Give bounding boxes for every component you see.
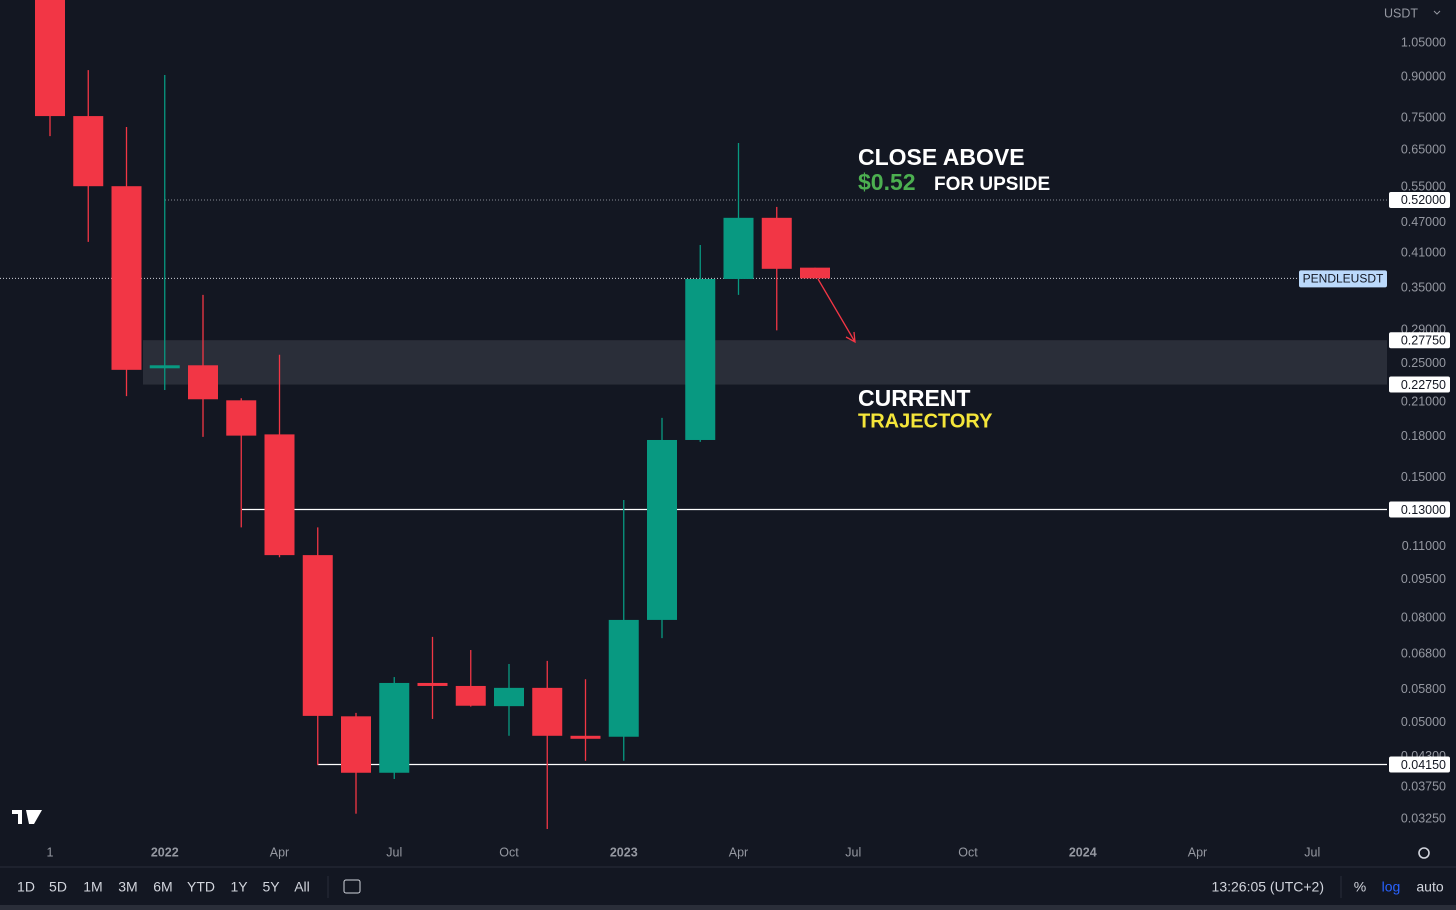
x-tick-label: Oct — [958, 845, 978, 859]
x-tick-label: Oct — [499, 845, 519, 859]
candle-body — [379, 682, 410, 773]
candle-body — [264, 434, 295, 556]
range-button[interactable]: All — [294, 879, 310, 895]
x-tick-label: 2024 — [1069, 845, 1097, 859]
y-tick-label: 0.25000 — [1401, 356, 1446, 370]
price-badge-label: 0.27750 — [1401, 333, 1446, 347]
scale-option[interactable]: log — [1382, 879, 1401, 895]
y-tick-label: 0.11000 — [1402, 539, 1446, 553]
candle-body — [417, 682, 448, 686]
y-tick-label: 0.09500 — [1401, 572, 1446, 586]
range-button[interactable]: YTD — [187, 879, 215, 895]
note-price: $0.52 — [858, 169, 916, 195]
x-tick-label: Jul — [1304, 845, 1320, 859]
y-tick-label: 1.05000 — [1401, 35, 1446, 49]
y-tick-label: 0.35000 — [1401, 281, 1446, 295]
y-tick-label: 0.06800 — [1401, 647, 1446, 661]
y-tick-label: 0.08000 — [1401, 610, 1446, 624]
y-tick-label: 0.55000 — [1401, 180, 1446, 194]
range-button[interactable]: 6M — [153, 879, 172, 895]
candle-body — [608, 619, 639, 737]
symbol-badge — [1299, 270, 1387, 288]
x-tick-label: 2022 — [151, 845, 179, 859]
x-tick-label: 1 — [47, 845, 54, 859]
y-tick-label: 0.05800 — [1401, 682, 1446, 696]
candle-body — [455, 685, 486, 706]
candle-body — [302, 555, 333, 716]
y-tick-label: 0.15000 — [1401, 470, 1446, 484]
y-tick-label: 0.65000 — [1401, 142, 1446, 156]
candle-body — [111, 186, 142, 370]
y-tick-label: 0.03750 — [1401, 779, 1446, 793]
y-tick-label: 0.41000 — [1401, 245, 1446, 259]
price-badge-label: 0.04150 — [1401, 758, 1446, 772]
range-button[interactable]: 1M — [83, 879, 102, 895]
candle-body — [149, 365, 180, 369]
y-tick-label: 0.05000 — [1401, 715, 1446, 729]
candle-body — [35, 0, 65, 117]
symbol-label: PENDLEUSDT — [1303, 272, 1384, 286]
range-button[interactable]: 5Y — [262, 879, 280, 895]
x-tick-label: Apr — [729, 845, 748, 859]
chevron — [1433, 10, 1441, 15]
note: FOR UPSIDE — [934, 174, 1050, 195]
settings-icon[interactable] — [1418, 847, 1430, 859]
y-tick-label: 0.03250 — [1401, 811, 1446, 825]
candle-body — [723, 217, 754, 279]
x-tick-label: Jul — [386, 845, 402, 859]
y-tick-label: 0.18000 — [1401, 429, 1446, 443]
plot-area — [0, 0, 1387, 829]
candle-body — [800, 267, 830, 279]
range-button[interactable]: 1D — [17, 879, 35, 895]
candle-body — [494, 687, 524, 707]
candle-body — [341, 716, 371, 773]
candle-body — [761, 217, 792, 269]
candle-body — [188, 365, 218, 400]
range-button[interactable]: 3M — [118, 879, 137, 895]
price-badge-label: 0.13000 — [1401, 503, 1446, 517]
price-badge-label: 0.22750 — [1401, 378, 1446, 392]
x-tick-label: 2023 — [610, 845, 638, 859]
price-badge — [1389, 191, 1450, 208]
clock: 13:26:05 (UTC+2) — [1212, 879, 1324, 895]
price-badge-label: 0.52000 — [1401, 193, 1446, 207]
y-tick-label: 0.21000 — [1401, 395, 1446, 409]
x-tick-label: Jul — [845, 845, 861, 859]
note: TRAJECTORY — [858, 410, 993, 432]
range-button[interactable]: 5D — [49, 879, 67, 895]
candle-body — [570, 735, 601, 739]
price-badge — [1389, 501, 1450, 518]
y-tick-label: 0.75000 — [1401, 110, 1446, 124]
note: CLOSE ABOVE — [858, 144, 1025, 170]
candle-body — [226, 400, 257, 436]
candle-body — [647, 439, 677, 620]
price-badge — [1389, 756, 1450, 773]
trajectory-arrow — [817, 278, 856, 344]
candle-body — [73, 116, 104, 187]
range-button[interactable]: 1Y — [230, 879, 248, 895]
logo — [12, 810, 42, 824]
scale-option[interactable]: % — [1354, 879, 1366, 895]
compare-icon[interactable] — [343, 879, 361, 894]
support-zone — [143, 340, 1387, 385]
note: CURRENT — [858, 385, 970, 411]
bottom-bar — [0, 905, 1456, 910]
y-tick-label: 0.90000 — [1401, 70, 1446, 84]
price-badge — [1389, 376, 1450, 393]
candle-body — [685, 278, 716, 440]
x-tick-label: Apr — [1188, 845, 1207, 859]
price-badge — [1389, 332, 1450, 349]
currency[interactable]: USDT — [1384, 6, 1418, 20]
candle-body — [532, 687, 563, 736]
x-tick-label: Apr — [270, 845, 289, 859]
scale-option[interactable]: auto — [1416, 879, 1443, 895]
y-tick-label: 0.47000 — [1401, 215, 1446, 229]
